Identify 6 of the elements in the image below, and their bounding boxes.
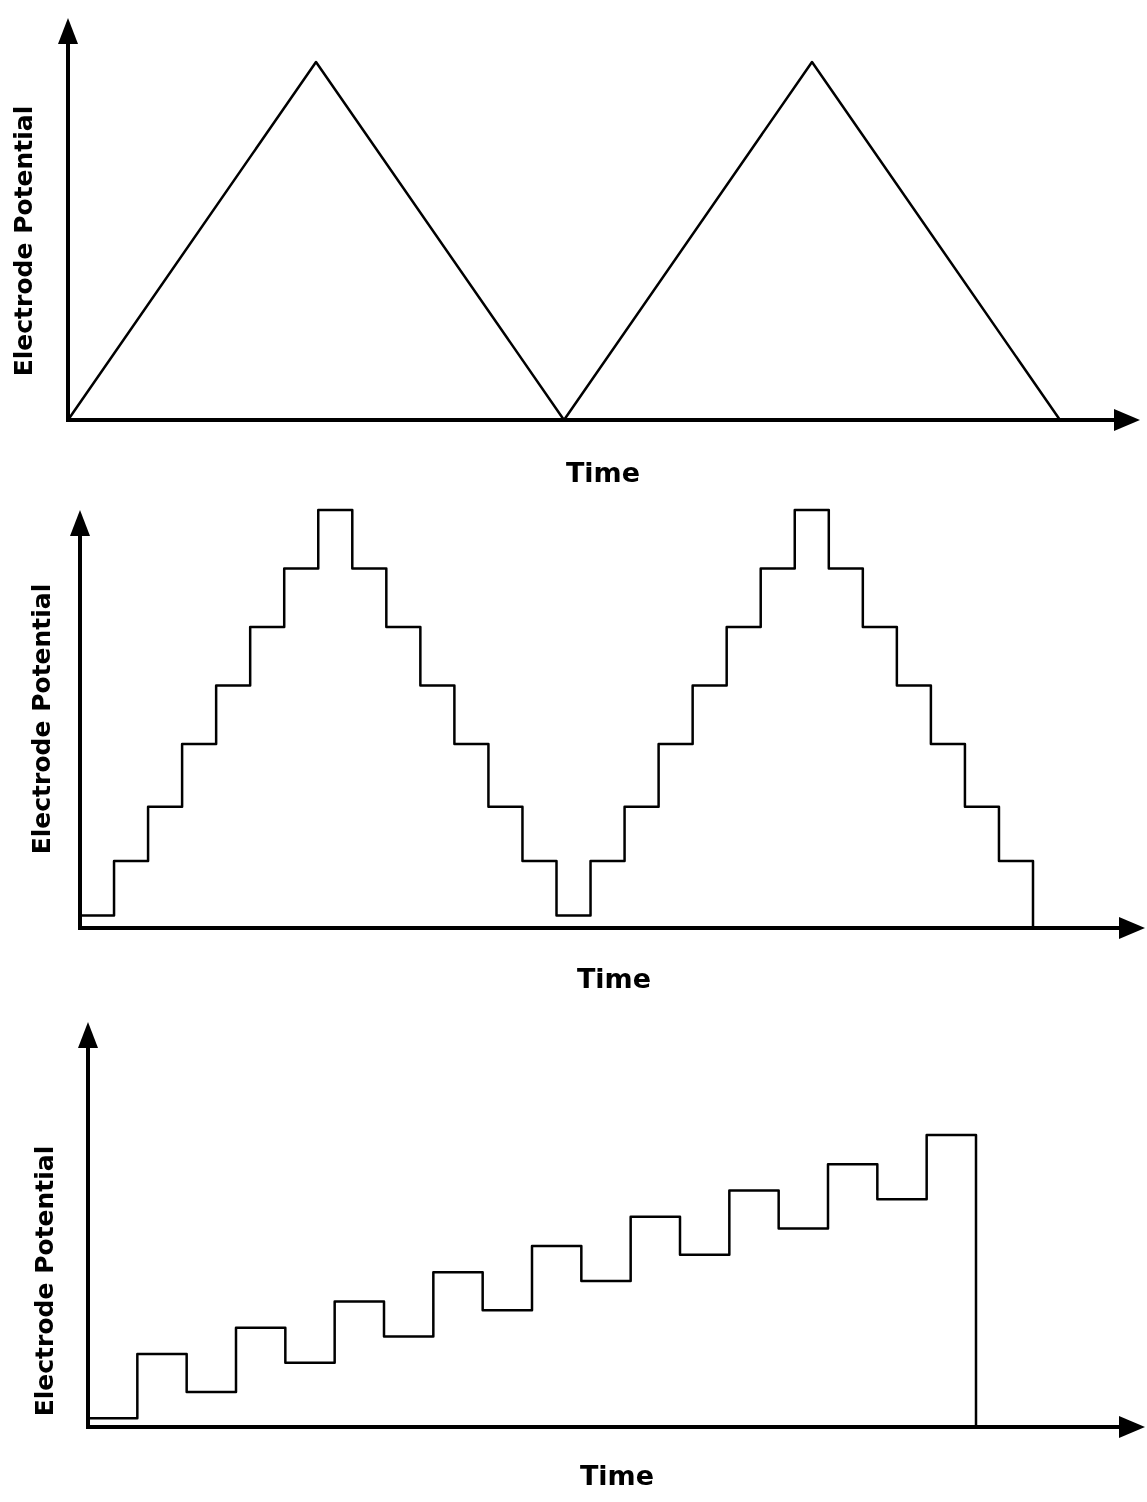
x-axis-title: Time bbox=[579, 1460, 655, 1491]
x-axis-title: Time bbox=[565, 457, 641, 488]
y-axis-title: Electrode Potential bbox=[27, 583, 56, 855]
y-axis-title: Electrode Potential bbox=[9, 105, 38, 377]
y-axis-title: Electrode Potential bbox=[30, 1145, 59, 1417]
x-axis-title: Time bbox=[576, 963, 652, 994]
